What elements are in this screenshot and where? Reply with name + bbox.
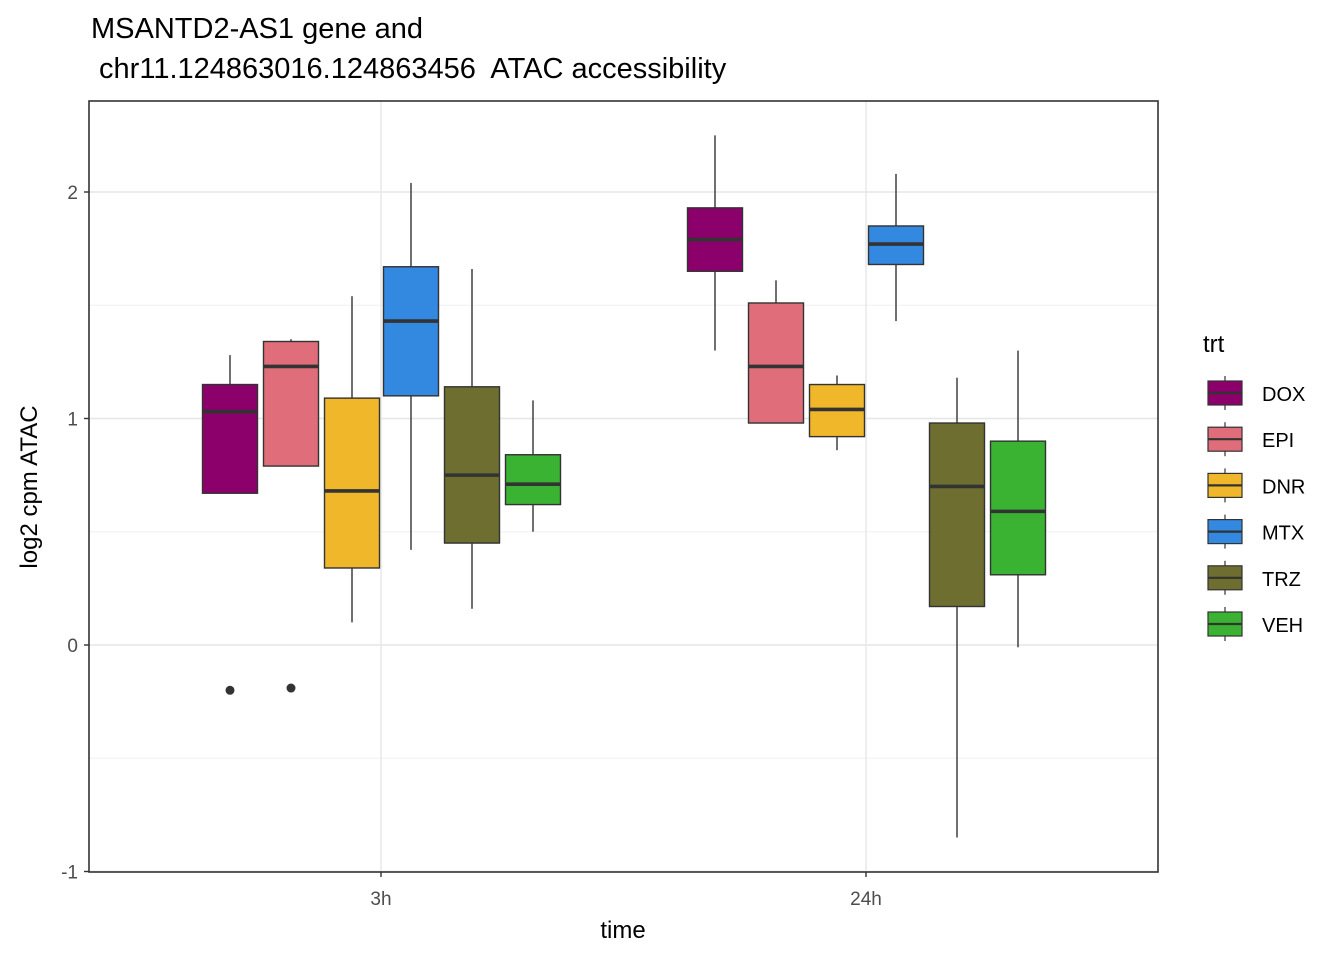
- x-tick-label: 24h: [850, 889, 882, 910]
- box-mtx-24h: [867, 173, 925, 322]
- box-iqr: [504, 454, 562, 506]
- box-veh-24h: [989, 350, 1047, 648]
- chart-title-line-1: MSANTD2-AS1 gene and: [91, 13, 423, 45]
- box-dnr-24h: [808, 375, 866, 451]
- y-tick-label: 0: [67, 636, 78, 657]
- box-trz-24h: [928, 377, 986, 838]
- box-iqr: [201, 383, 259, 494]
- y-axis-title: log2 cpm ATAC: [16, 405, 43, 568]
- box-epi-24h: [747, 280, 805, 424]
- y-tick-label: -1: [61, 863, 78, 884]
- legend-item-trz: TRZ: [1207, 560, 1301, 595]
- legend-title: trt: [1203, 331, 1225, 358]
- legend-item-epi: EPI: [1207, 422, 1294, 457]
- x-axis-ticks: 3h 24h: [370, 872, 882, 910]
- box-epi-3h: [262, 339, 320, 693]
- box-iqr: [323, 397, 381, 569]
- box-iqr: [262, 340, 320, 467]
- y-axis-ticks: -1 0 1 2: [61, 183, 89, 884]
- outlier-point: [225, 685, 235, 695]
- box-mtx-3h: [382, 182, 440, 550]
- box-iqr: [928, 422, 986, 608]
- box-dnr-3h: [323, 296, 381, 623]
- box-veh-3h: [504, 400, 562, 532]
- box-iqr: [989, 440, 1047, 576]
- chart-title-line-2: chr11.124863016.124863456 ATAC accessibi…: [91, 53, 727, 85]
- box-iqr: [747, 302, 805, 424]
- x-tick-label: 3h: [370, 889, 391, 910]
- box-dox-24h: [686, 135, 744, 351]
- y-tick-label: 1: [67, 410, 78, 431]
- box-trz-3h: [443, 269, 501, 609]
- legend-label: EPI: [1262, 430, 1294, 452]
- y-tick-label: 2: [67, 183, 78, 204]
- x-axis-title: time: [600, 917, 645, 944]
- legend-label: MTX: [1262, 523, 1304, 545]
- legend-label: VEH: [1262, 615, 1303, 637]
- legend-item-mtx: MTX: [1207, 514, 1304, 549]
- legend-items: DOX EPI DNR MTX TRZ VEH: [1207, 376, 1305, 641]
- legend-label: TRZ: [1262, 569, 1301, 591]
- legend-item-veh: VEH: [1207, 607, 1303, 641]
- legend-label: DNR: [1262, 476, 1305, 498]
- legend-item-dnr: DNR: [1207, 468, 1305, 503]
- box-iqr: [382, 266, 440, 397]
- outlier-point: [286, 683, 296, 693]
- legend-item-dox: DOX: [1207, 376, 1305, 410]
- box-dox-3h: [201, 355, 259, 695]
- legend: trt DOX EPI DNR MTX TRZ VEH: [1203, 331, 1305, 641]
- plot-panel-border: [88, 100, 1159, 873]
- legend-label: DOX: [1262, 384, 1305, 406]
- box-plots: [201, 135, 1047, 838]
- box-iqr: [443, 386, 501, 544]
